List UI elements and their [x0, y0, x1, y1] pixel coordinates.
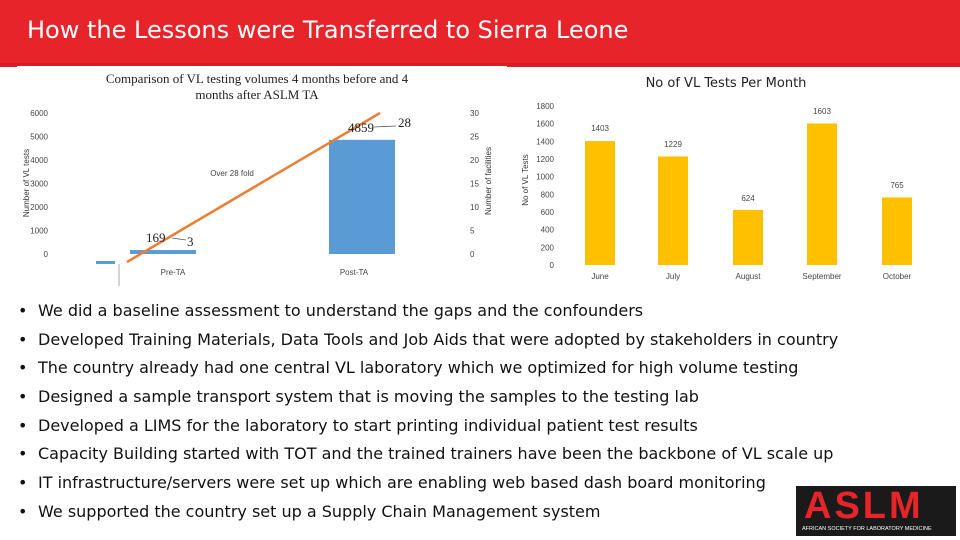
y-tick-label: 1600: [536, 120, 554, 129]
bullet-text: Capacity Building started with TOT and t…: [38, 444, 834, 464]
left-chart-panel: [17, 66, 507, 288]
y2-axis-title: Number of facilities: [484, 147, 493, 215]
aslm-logo: ASLM AFRICAN SOCIETY FOR LABORATORY MEDI…: [796, 486, 956, 536]
logo-subtext: AFRICAN SOCIETY FOR LABORATORY MEDICINE: [802, 526, 932, 532]
y2-tick-label: 15: [470, 180, 479, 189]
category-label: June: [591, 272, 609, 281]
y2-tick-label: 25: [470, 133, 479, 142]
chart-title-line1: Comparison of VL testing volumes 4 month…: [106, 71, 409, 86]
bullet-symbol: •: [18, 501, 28, 521]
facilities-line: [126, 111, 381, 264]
chart-title-line2: months after ASLM TA: [195, 87, 319, 102]
y-tick-label: 1000: [30, 227, 48, 236]
y-tick-label: 1200: [536, 155, 554, 164]
y-tick-label: 400: [541, 226, 555, 235]
bullet-item: • We supported the country set up a Suppl…: [18, 498, 918, 527]
bullet-item: • Capacity Building started with TOT and …: [18, 440, 918, 469]
bullet-symbol: •: [18, 329, 28, 349]
y2-tick-label: 10: [470, 203, 479, 212]
bullet-item: • The country already had one central VL …: [18, 354, 918, 383]
bar: [807, 123, 837, 265]
bullet-item: • Developed a LIMS for the laboratory to …: [18, 412, 918, 441]
y-tick-label: 4000: [30, 156, 48, 165]
category-label: July: [666, 272, 680, 281]
leader-line: [171, 237, 187, 241]
bullet-item: • IT infrastructure/servers were set up w…: [18, 469, 918, 498]
y-tick-label: 1000: [536, 173, 554, 182]
logo-wordmark: ASLM: [804, 485, 924, 527]
bullet-text: Developed Training Materials, Data Tools…: [38, 329, 839, 349]
annotation-text: Over 28 fold: [210, 169, 254, 178]
data-label: 28: [398, 115, 411, 130]
bullet-item: • Designed a sample transport system that…: [18, 383, 918, 412]
category-label: September: [802, 272, 841, 281]
y-tick-label: 200: [541, 243, 555, 252]
bullet-symbol: •: [18, 415, 28, 435]
bar: [658, 156, 688, 265]
title-underline: [0, 63, 960, 67]
bar: [130, 250, 196, 254]
y-axis-title: No of VL Tests: [521, 154, 530, 206]
y-tick-label: 3000: [30, 180, 48, 189]
y-tick-label: 800: [541, 190, 555, 199]
bullet-item: • Developed Training Materials, Data Tool…: [18, 326, 918, 355]
bullet-text: Developed a LIMS for the laboratory to s…: [38, 415, 698, 435]
data-label: 4859: [348, 120, 374, 135]
bullet-symbol: •: [18, 473, 28, 493]
bullet-symbol: •: [18, 301, 28, 320]
vl-per-month-chart: No of VL Tests Per Month 0 200 400 600 800 100…: [521, 76, 912, 281]
data-label: 169: [146, 230, 166, 245]
chart-title: No of VL Tests Per Month: [646, 76, 807, 91]
bullet-symbol: •: [18, 444, 28, 464]
category-label: Pre-TA: [161, 268, 186, 277]
y2-tick-label: 0: [470, 250, 475, 259]
data-label: 3: [187, 234, 194, 249]
bar: [585, 141, 615, 265]
bullet-list: • We did a baseline assessment to underst…: [18, 297, 918, 527]
leader-line: [373, 125, 397, 128]
data-label: 1229: [664, 140, 682, 149]
bullet-text: Designed a sample transport system that …: [38, 387, 699, 407]
y2-tick-label: 30: [470, 109, 479, 118]
data-label: 1603: [813, 107, 831, 116]
y2-tick-label: 5: [470, 227, 475, 236]
category-label: Post-TA: [340, 268, 369, 277]
y-tick-label: 5000: [30, 133, 48, 142]
y-axis-title: Number of VL tests: [22, 149, 31, 217]
data-label: 765: [890, 181, 904, 190]
title-bar: [0, 0, 960, 64]
bullet-symbol: •: [18, 358, 28, 378]
category-label: October: [883, 272, 912, 281]
bullet-item: • We did a baseline assessment to underst…: [18, 297, 918, 326]
bullet-text: We did a baseline assessment to understa…: [38, 301, 644, 320]
bullet-text: The country already had one central VL l…: [38, 358, 799, 378]
bullet-symbol: •: [18, 387, 28, 407]
category-label: August: [736, 272, 762, 281]
vl-comparison-chart: Comparison of VL testing volumes 4 month…: [22, 71, 493, 286]
bullet-text: IT infrastructure/servers were set up wh…: [38, 473, 766, 493]
bar: [733, 209, 763, 265]
y-tick-label: 1800: [536, 102, 554, 111]
bar: [882, 197, 912, 265]
y-tick-label: 0: [550, 261, 555, 270]
y-tick-label: 0: [44, 250, 49, 259]
y-tick-label: 1400: [536, 137, 554, 146]
bullet-text: We supported the country set up a Supply…: [38, 501, 601, 521]
y-tick-label: 2000: [30, 203, 48, 212]
bar: [329, 139, 395, 254]
y2-tick-label: 20: [470, 156, 479, 165]
charts-area: Comparison of VL testing volumes 4 month…: [17, 66, 912, 288]
data-label: 624: [741, 194, 755, 203]
data-label: 1403: [591, 124, 609, 133]
y-tick-label: 6000: [30, 109, 48, 118]
y-tick-label: 600: [541, 208, 555, 217]
legend-swatch-bars: [96, 261, 115, 264]
slide-title: How the Lessons were Transferred to Sier…: [27, 16, 629, 44]
